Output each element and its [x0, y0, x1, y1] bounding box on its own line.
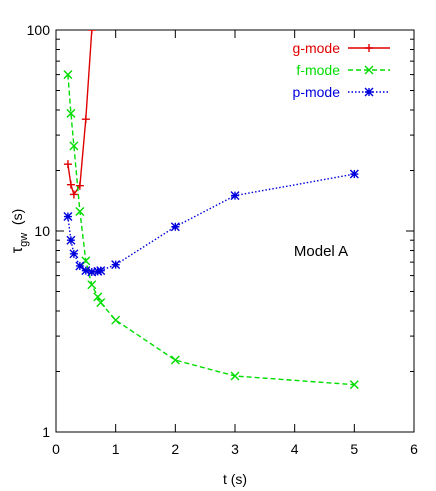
f-mode-point	[93, 292, 103, 302]
p-mode-point	[96, 266, 106, 276]
y-tick-label: 1	[42, 424, 50, 440]
p-mode-point	[170, 222, 180, 232]
f-mode-point	[63, 70, 73, 80]
y-tick-label: 100	[27, 22, 51, 38]
model-annotation: Model A	[294, 243, 348, 260]
legend: g-mode f-mode p-mode	[293, 40, 390, 100]
x-axis-title: t (s)	[223, 471, 247, 487]
g-mode-point	[66, 180, 75, 189]
f-mode-point	[96, 298, 106, 308]
legend-label-g-mode: g-mode	[293, 40, 341, 56]
f-mode-point	[230, 371, 240, 381]
p-mode-point	[69, 249, 79, 259]
g-mode-point	[69, 190, 78, 199]
p-mode-point	[75, 261, 85, 271]
g-mode-point	[81, 115, 90, 124]
y-tick-label: 10	[34, 223, 50, 239]
legend-label-p-mode: p-mode	[293, 84, 341, 100]
f-mode-point	[66, 108, 76, 118]
p-mode-point	[66, 235, 76, 245]
y-axis-unit: (s)	[9, 209, 25, 225]
f-mode-point	[349, 380, 359, 390]
g-mode-point	[91, 0, 99, 5]
legend-label-f-mode: f-mode	[296, 62, 340, 78]
y-axis-title: τgw (s)	[9, 209, 30, 254]
x-tick-label: 4	[291, 441, 299, 457]
p-mode-point	[349, 169, 359, 179]
f-mode-point	[111, 315, 121, 325]
marker-group	[63, 0, 359, 390]
g-mode-point	[75, 181, 84, 190]
f-mode-line	[67, 74, 355, 386]
g-mode-point	[87, 30, 96, 34]
x-tick-label: 6	[410, 441, 418, 457]
f-mode-point	[87, 280, 97, 290]
svg-text:τgw (s): τgw (s)	[9, 209, 30, 254]
p-mode-point	[111, 260, 121, 270]
series-group	[67, 30, 355, 386]
x-tick-label: 2	[171, 441, 179, 457]
p-mode-point	[81, 266, 91, 276]
f-mode-point	[69, 141, 79, 151]
x-tick-label: 1	[112, 441, 120, 457]
f-mode-point	[170, 355, 180, 365]
p-mode-point	[63, 212, 73, 222]
x-tick-label: 3	[231, 441, 239, 457]
x-tick-label: 5	[350, 441, 358, 457]
legend-marker-p-mode	[364, 87, 374, 97]
y-axis-symbol: τ	[9, 246, 26, 253]
g-mode-point	[63, 160, 72, 169]
p-mode-point	[87, 267, 97, 277]
plot-frame	[55, 29, 415, 433]
x-tick-label: 0	[52, 441, 60, 457]
y-axis-subscript: gw	[18, 233, 30, 247]
p-mode-point	[230, 191, 240, 201]
legend-marker-g-mode	[365, 44, 373, 52]
f-mode-point	[75, 207, 85, 217]
legend-marker-f-mode	[364, 65, 374, 75]
